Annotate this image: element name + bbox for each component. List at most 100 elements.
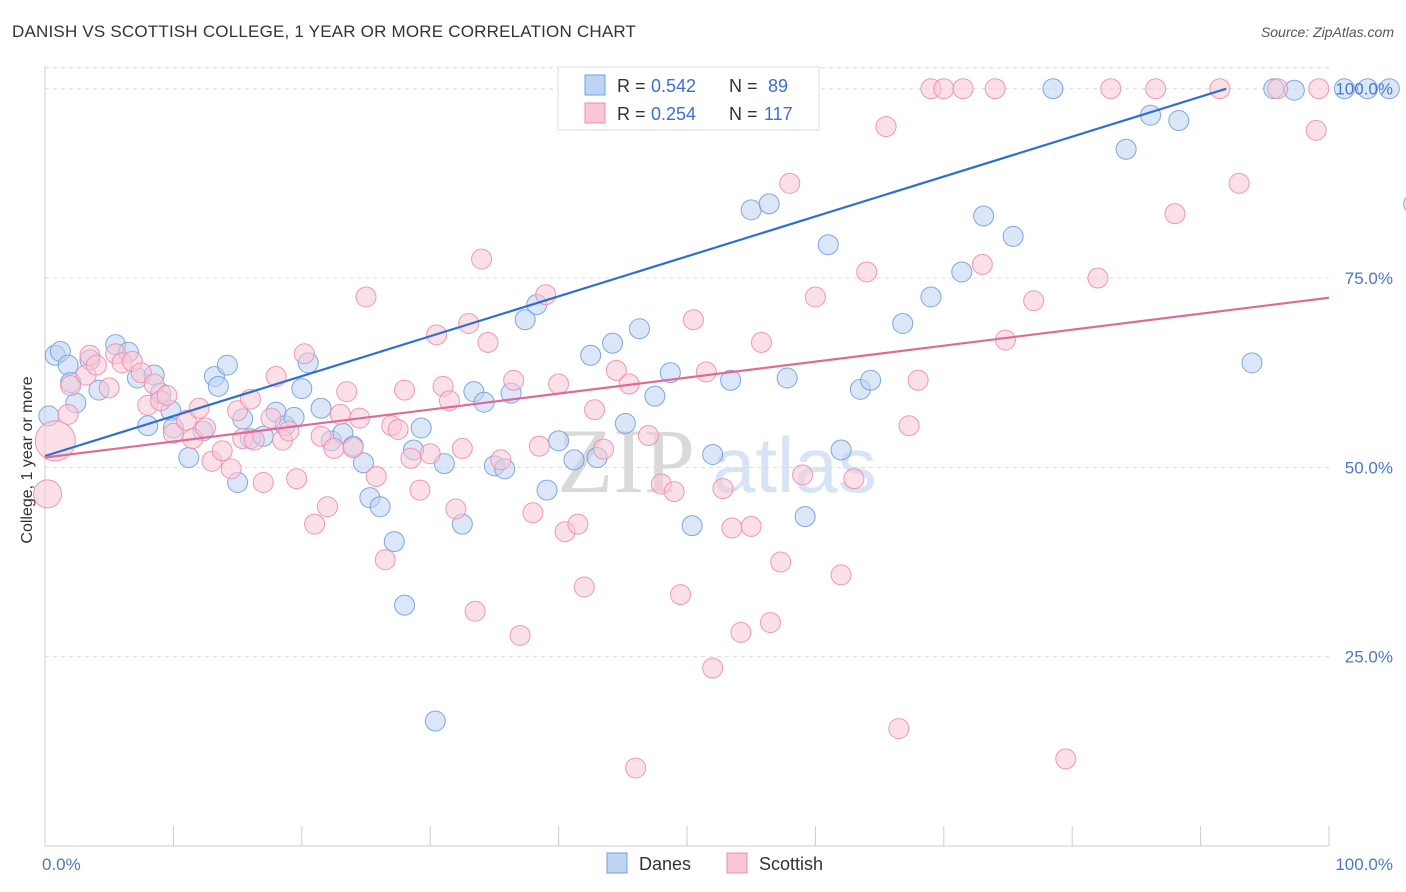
scottish-point-113 [1228,172,1250,194]
scottish-point-116 [1308,78,1330,100]
danes-point-34 [352,452,374,474]
x-tick-label-1: 100.0% [1335,855,1393,874]
legend-scottish-r-value: 0.254 [651,104,696,124]
y-tick-label-0: 25.0% [1345,648,1393,667]
danes-point-60 [659,362,681,384]
y-tick-labels: 25.0% 50.0% 75.0% 100.0% [1335,80,1393,667]
x-tick-label-0: 0.0% [42,855,81,874]
danes-point-30 [310,397,332,419]
danes-point-28 [291,378,313,400]
danes-point-78 [1115,138,1137,160]
scottish-point-88 [759,612,781,634]
scottish-point-1 [34,420,76,462]
danes-point-84 [1333,78,1355,100]
danes-point-36 [369,496,391,518]
scottish-point-83 [712,478,734,500]
bottom-legend-danes: Danes [639,854,691,874]
y-tick-label-1: 50.0% [1345,458,1393,477]
danes-point-66 [776,367,798,389]
danes-point-72 [892,312,914,334]
danes-point-20 [216,354,238,376]
danes-point-74 [951,261,973,283]
legend-danes-r-value: 0.542 [651,76,696,96]
danes-point-65 [758,193,780,215]
danes-point-54 [580,344,602,366]
scottish-point-115 [1305,119,1327,141]
scottish-point-44 [365,465,387,487]
scottish-point-84 [721,517,743,539]
scottish-point-70 [573,576,595,598]
scottish-point-80 [682,309,704,331]
scottish-point-60 [477,331,499,353]
scottish-point-105 [994,329,1016,351]
danes-point-37 [383,531,405,553]
x-tick-labels: 0.0% 100.0% [42,855,1393,874]
gridlines [45,67,1329,658]
scottish-point-107 [1055,748,1077,770]
scottish-point-109 [1100,78,1122,100]
trendlines [44,87,1330,459]
danes-point-64 [740,199,762,221]
danes-point-80 [1168,110,1190,132]
legend-swatch-scottish [584,102,606,124]
danes-point-77 [1042,78,1064,100]
legend-scottish-n-value: 117 [764,104,793,124]
scottish-point-16 [162,422,184,444]
scottish-point-67 [548,373,570,395]
scottish-point-63 [509,624,531,646]
danes-point-81 [1241,352,1263,374]
scottish-point-62 [503,369,525,391]
scottish-point-69 [567,513,589,535]
scottish-point-78 [663,481,685,503]
legend-series: Danes Scottish [606,852,823,874]
legend-danes-r-label: R = [617,76,646,96]
scottish-point-104 [984,78,1006,100]
scottish-point-38 [323,437,345,459]
bottom-legend-swatch-scottish [726,852,748,874]
danes-point-76 [1002,225,1024,247]
legend-danes-n-value: 89 [768,76,788,96]
scottish-point-15 [156,384,178,406]
danes-point-3 [57,354,79,376]
danes-point-58 [628,318,650,340]
danes-trendline [44,87,1227,458]
danes-point-57 [614,412,636,434]
danes-point-85 [1357,78,1379,100]
scottish-point-86 [740,515,762,537]
scottish-point-93 [830,564,852,586]
legend-danes-n-label: N = [729,76,758,96]
scottish-point-56 [451,437,473,459]
scottish-point-65 [528,435,550,457]
scottish-point-73 [605,359,627,381]
legend-scottish-n-label: N = [729,104,758,124]
danes-point-51 [536,479,558,501]
scottish-point-61 [490,449,512,471]
danes-point-38 [394,594,416,616]
scottish-point-35 [304,513,326,535]
scottish-point-102 [952,78,974,100]
bottom-legend-swatch-danes [606,852,628,874]
watermark-atlas: atlas [712,421,877,509]
scottish-point-96 [875,116,897,138]
scottish-point-82 [702,657,724,679]
scottish-point-110 [1145,78,1167,100]
scottish-point-2 [57,403,79,425]
scottish-point-45 [374,549,396,571]
scottish-point-59 [471,248,493,270]
scottish-point-23 [220,458,242,480]
scottish-point-49 [400,447,422,469]
scottish-point-103 [971,253,993,275]
danes-point-75 [973,205,995,227]
scottish-point-50 [409,479,431,501]
scottish-point-87 [750,331,772,353]
danes-point-71 [860,369,882,391]
scottish-point-34 [293,343,315,365]
danes-point-67 [794,506,816,528]
scottish-point-22 [211,440,233,462]
scottish-point-64 [522,502,544,524]
scottish-point-111 [1164,203,1186,225]
scottish-point-106 [1023,290,1045,312]
scottish-point-95 [856,261,878,283]
scottish-point-43 [355,286,377,308]
scottish-point-76 [637,425,659,447]
